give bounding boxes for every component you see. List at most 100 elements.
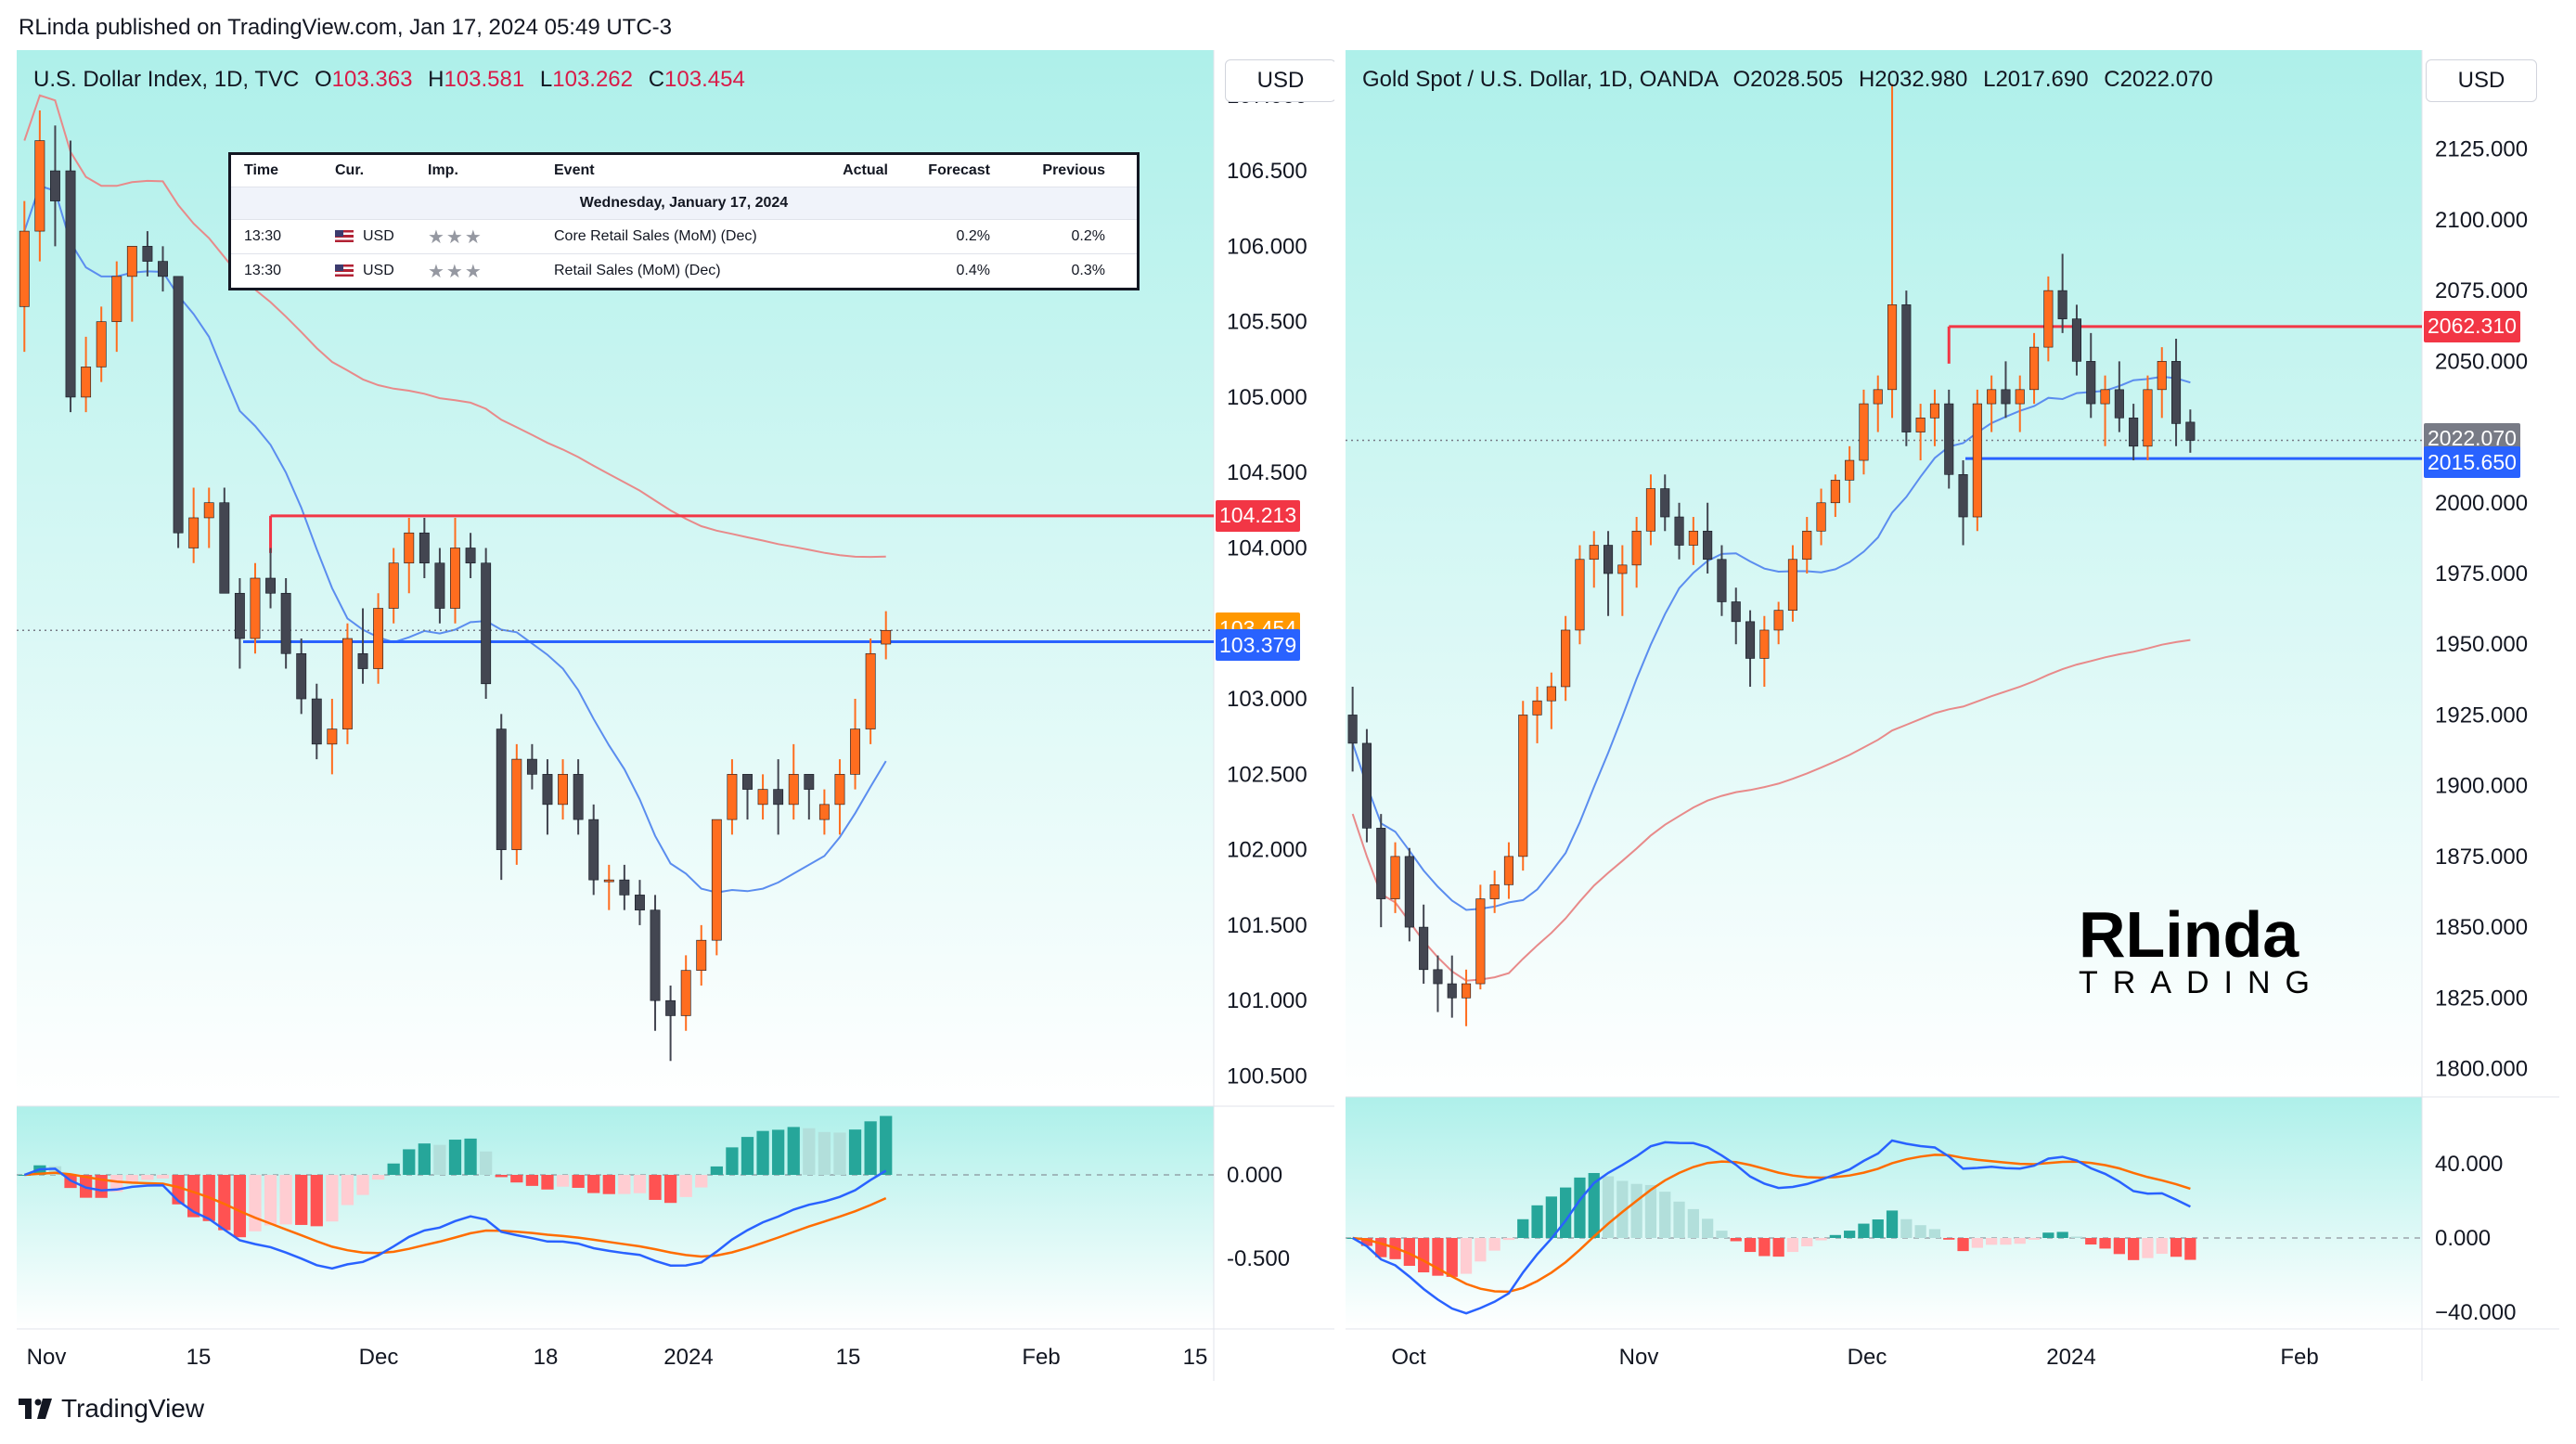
candle (1347, 686, 1358, 772)
logo-sub: TRADING (2079, 965, 2325, 1000)
candle (1462, 969, 1472, 1026)
candle (2057, 253, 2067, 333)
price-tick-label: 1800.000 (2435, 1057, 2528, 1082)
importance-stars-icon: ★★★ (428, 261, 483, 282)
candle-body (1546, 686, 1556, 702)
macd-histogram-bar (2128, 1238, 2140, 1260)
candle (1773, 601, 1784, 645)
candle-body (1972, 403, 1982, 518)
candle-body (1830, 480, 1840, 504)
gold-legend: Gold Spot / U.S. Dollar, 1D, OANDA O2028… (1362, 67, 2213, 93)
macd-histogram-bar (2099, 1238, 2111, 1249)
macd-histogram-bar (156, 1175, 170, 1179)
macd-histogram-bar (1716, 1231, 1728, 1238)
macd-histogram-bar (1815, 1238, 1827, 1241)
candle (2185, 409, 2196, 453)
macd-histogram-bar (1588, 1173, 1600, 1238)
gold-open: 2028.505 (1750, 67, 1844, 92)
tradingview-footer[interactable]: TradingView (19, 1394, 204, 1424)
candle-body (1887, 304, 1898, 391)
macd-histogram-bar (1914, 1225, 1926, 1238)
dxy-currency-button[interactable]: USD (1225, 59, 1334, 102)
candle (2114, 361, 2124, 432)
candle (96, 306, 107, 382)
candle (2171, 338, 2182, 446)
candle-body (1987, 389, 1997, 405)
candle (1561, 615, 1571, 702)
macd-histogram-bar (633, 1175, 647, 1193)
macd-histogram-bar (1702, 1218, 1714, 1238)
candle (1759, 615, 1770, 687)
candle-body (696, 939, 707, 971)
candle-body (680, 970, 691, 1016)
macd-histogram-bar (418, 1143, 431, 1175)
macd-histogram-bar (741, 1137, 754, 1175)
candle-body (2043, 290, 2054, 348)
macd-line (1352, 1139, 2191, 1315)
ma-long-line (23, 94, 886, 559)
candle-body (1347, 715, 1358, 744)
candle (1489, 870, 1500, 913)
price-tick-label: 2100.000 (2435, 208, 2528, 233)
candle (481, 548, 492, 700)
candle-body (434, 562, 445, 609)
price-tick-label: 2000.000 (2435, 491, 2528, 516)
time-tick-label: Feb (2280, 1345, 2318, 1370)
candle-body (357, 652, 368, 669)
candle-body (2029, 346, 2040, 391)
candle-body (635, 895, 645, 910)
candle-body (665, 999, 676, 1016)
published-header: RLinda published on TradingView.com, Jan… (19, 15, 673, 40)
macd-line (23, 1167, 887, 1270)
candle-body (1717, 559, 1727, 602)
candle-body (804, 774, 815, 790)
candle (635, 880, 645, 925)
macd-histogram-bar (1517, 1218, 1529, 1238)
dxy-legend: U.S. Dollar Index, 1D, TVC O103.363 H103… (33, 67, 745, 93)
candle (1972, 389, 1982, 532)
macd-histogram-bar (2000, 1238, 2012, 1245)
candle (542, 759, 553, 835)
us-flag-icon (335, 230, 354, 243)
candle (1376, 814, 1386, 928)
dxy-chart-panel[interactable]: 107.000106.500106.000105.500105.000104.5… (17, 50, 1334, 1381)
candle (65, 140, 76, 413)
candle (34, 110, 45, 262)
macd-tick-label: -0.500 (1227, 1246, 1290, 1271)
candle-body (481, 562, 492, 685)
macd-histogram-bar (1418, 1238, 1430, 1273)
gold-chart-svg[interactable]: 2150.0002125.0002100.0002075.0002050.000… (1346, 50, 2559, 1381)
candle-body (742, 774, 753, 790)
macd-histogram-bar (756, 1130, 769, 1175)
macd-histogram-bar (2113, 1238, 2125, 1255)
candle (1816, 488, 1826, 546)
candle (250, 562, 261, 654)
candle-body (727, 774, 738, 820)
macd-histogram-bar (864, 1121, 877, 1175)
candle (1546, 672, 1556, 729)
candle (1660, 474, 1670, 532)
economic-calendar: Time Cur. Imp. Event Actual Forecast Pre… (228, 152, 1140, 290)
cal-time: 13:30 (244, 228, 282, 244)
gold-symbol: Gold Spot / U.S. Dollar, 1D, OANDA (1362, 67, 1718, 92)
candle (711, 819, 722, 956)
macd-histogram-bar (233, 1175, 247, 1238)
candle (1589, 531, 1599, 588)
calendar-date-row: Wednesday, January 17, 2024 (231, 187, 1137, 220)
candle-body (1759, 629, 1770, 659)
candle (81, 336, 92, 413)
gold-currency-button[interactable]: USD (2426, 59, 2537, 102)
gold-chart-panel[interactable]: 2150.0002125.0002100.0002075.0002050.000… (1346, 50, 2559, 1381)
candle-body (1361, 742, 1372, 829)
candle-body (2185, 421, 2196, 441)
calendar-row: 13:30 USD ★★★ Retail Sales (MoM) (Dec) 0… (231, 254, 1137, 288)
candle-body (1958, 473, 1968, 518)
candle (1802, 517, 1812, 574)
candle (1873, 375, 1883, 432)
macd-histogram-bar (403, 1149, 416, 1175)
cal-head-imp: Imp. (428, 162, 458, 178)
candle-body (265, 577, 276, 594)
candle (158, 246, 168, 292)
time-tick-label: Nov (27, 1345, 67, 1370)
macd-histogram-bar (772, 1129, 785, 1175)
